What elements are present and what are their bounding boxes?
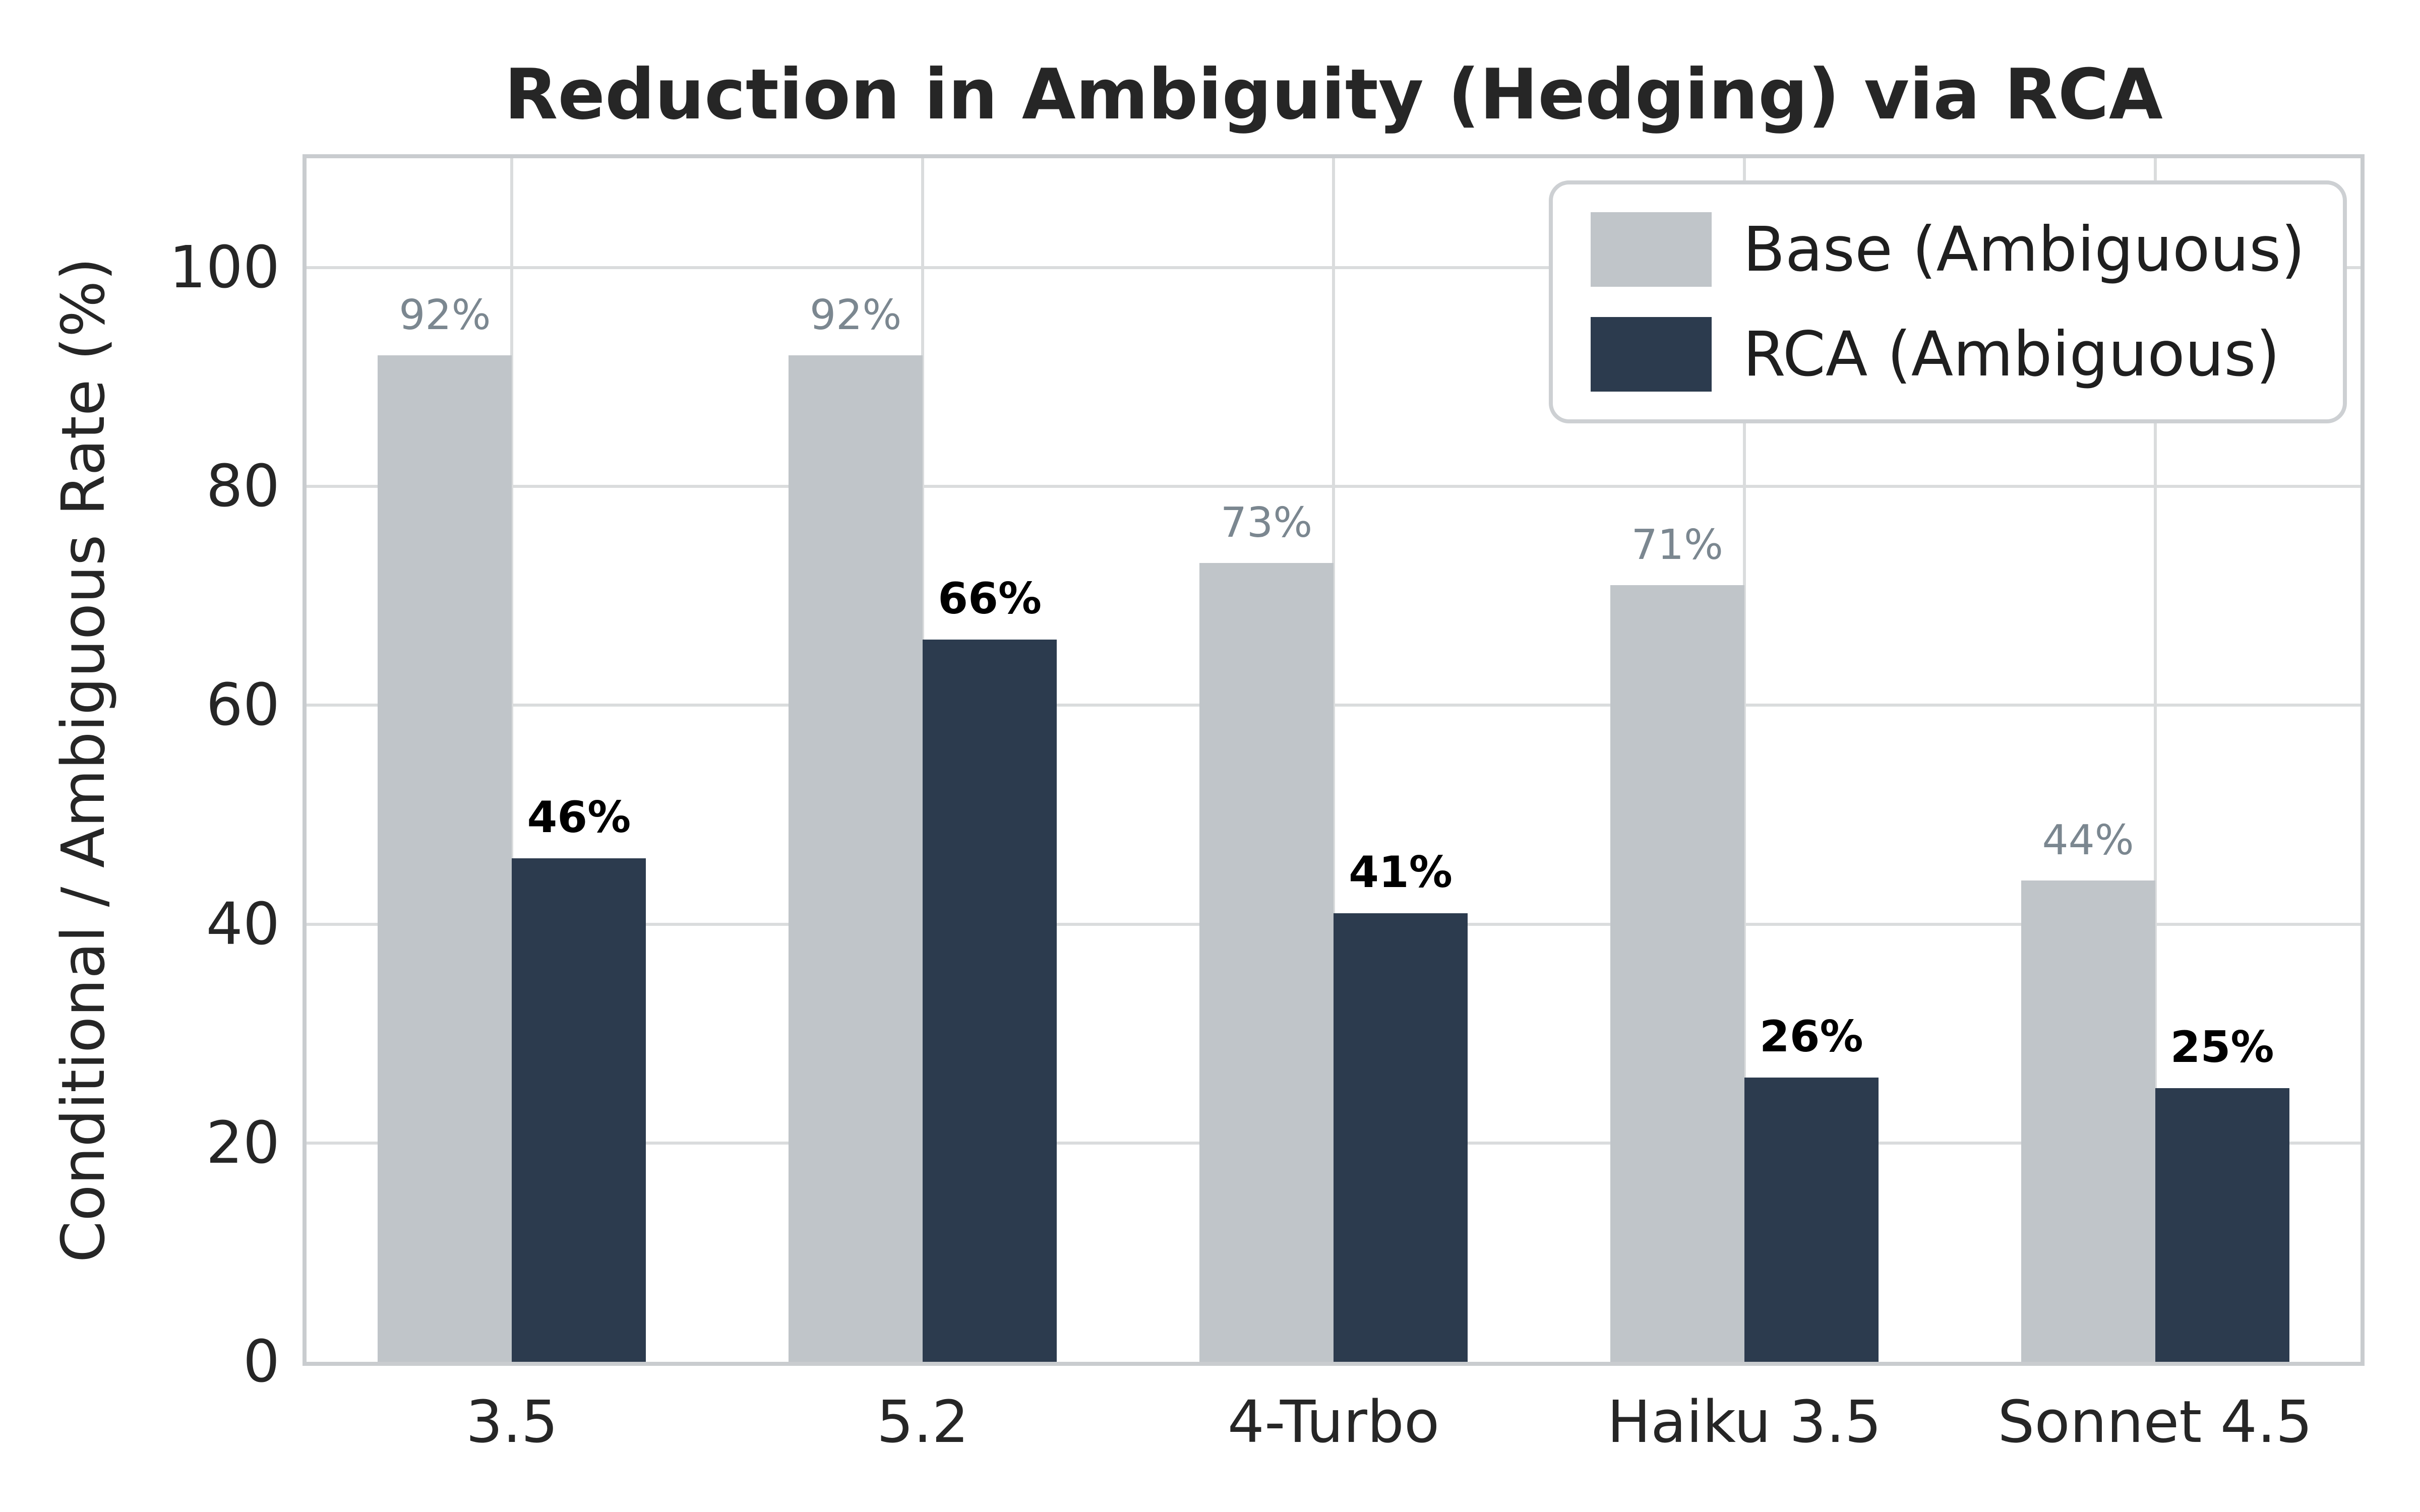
bar-base-3 [1610, 585, 1744, 1362]
vertical-gridline [510, 158, 514, 1362]
y-tick-label: 40 [206, 890, 280, 958]
y-tick-label: 20 [206, 1109, 280, 1177]
vertical-gridline [1742, 158, 1746, 1362]
bar-value-label: 44% [2042, 816, 2134, 864]
chart-title: Reduction in Ambiguity (Hedging) via RCA [504, 54, 2163, 135]
bar-value-label: 71% [1631, 521, 1723, 569]
y-tick-label: 0 [243, 1328, 280, 1396]
x-tick-label: 4-Turbo [1227, 1389, 1440, 1456]
bar-value-label: 26% [1759, 1011, 1863, 1062]
vertical-gridline [1332, 158, 1335, 1362]
bar-value-label: 92% [810, 291, 902, 339]
legend-label: Base (Ambiguous) [1743, 213, 2305, 285]
bar-base-4 [2021, 880, 2155, 1362]
bar-rca-3 [1744, 1077, 1879, 1362]
x-tick-label: Haiku 3.5 [1607, 1389, 1882, 1456]
bar-rca-4 [2155, 1088, 2289, 1362]
bar-rca-2 [1334, 913, 1468, 1362]
bar-rca-1 [923, 640, 1057, 1362]
bar-value-label: 41% [1349, 847, 1453, 898]
y-tick-label: 80 [206, 453, 280, 521]
legend: Base (Ambiguous) RCA (Ambiguous) [1549, 180, 2347, 423]
x-tick-label: Sonnet 4.5 [1998, 1389, 2313, 1456]
vertical-gridline [2153, 158, 2157, 1362]
legend-item: Base (Ambiguous) [1591, 212, 2305, 287]
legend-item: RCA (Ambiguous) [1591, 317, 2305, 392]
x-tick-label: 3.5 [465, 1389, 558, 1456]
bar-rca-0 [512, 858, 646, 1362]
legend-swatch [1591, 317, 1712, 392]
y-tick-label: 60 [206, 671, 280, 739]
y-tick-label: 100 [169, 234, 280, 302]
bar-value-label: 66% [938, 574, 1042, 624]
bar-value-label: 46% [527, 792, 631, 843]
legend-swatch [1591, 212, 1712, 287]
x-tick-label: 5.2 [876, 1389, 969, 1456]
legend-label: RCA (Ambiguous) [1743, 318, 2280, 390]
bar-value-label: 25% [2170, 1022, 2274, 1073]
bar-value-label: 73% [1220, 499, 1313, 547]
bar-base-2 [1199, 563, 1334, 1362]
bar-base-0 [378, 355, 512, 1362]
bar-value-label: 92% [399, 291, 491, 339]
bar-base-1 [789, 355, 923, 1362]
